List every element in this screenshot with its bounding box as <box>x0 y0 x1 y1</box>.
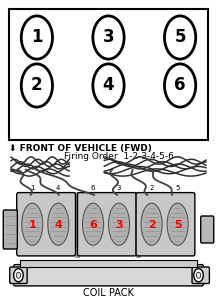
Bar <box>20 260 197 267</box>
Text: 1: 1 <box>31 28 43 46</box>
Circle shape <box>21 64 53 107</box>
FancyBboxPatch shape <box>13 265 204 286</box>
Ellipse shape <box>82 203 104 245</box>
Ellipse shape <box>108 203 130 245</box>
FancyBboxPatch shape <box>17 193 76 256</box>
Text: 6: 6 <box>174 76 186 94</box>
Ellipse shape <box>141 203 162 245</box>
Text: 6: 6 <box>89 220 97 230</box>
Circle shape <box>194 269 203 282</box>
Circle shape <box>164 64 196 107</box>
Circle shape <box>93 64 124 107</box>
Text: 2: 2 <box>148 220 156 230</box>
FancyBboxPatch shape <box>10 267 27 284</box>
Bar <box>9 9 208 140</box>
Circle shape <box>196 272 201 278</box>
Text: ⬇ FRONT OF VEHICLE (FWD): ⬇ FRONT OF VEHICLE (FWD) <box>9 144 151 153</box>
Text: 2: 2 <box>150 185 154 191</box>
Circle shape <box>14 269 23 282</box>
Text: 5: 5 <box>174 28 186 46</box>
Text: 5: 5 <box>174 220 181 230</box>
Text: 4: 4 <box>103 76 114 94</box>
Circle shape <box>93 16 124 59</box>
Circle shape <box>164 16 196 59</box>
FancyBboxPatch shape <box>136 193 195 256</box>
Text: 4: 4 <box>54 220 62 230</box>
FancyBboxPatch shape <box>3 210 17 249</box>
Text: 3: 3 <box>115 220 123 230</box>
Text: 3: 3 <box>117 185 121 191</box>
Text: Firing Order  1-2-3-4-5-6: Firing Order 1-2-3-4-5-6 <box>64 152 174 161</box>
Text: 3: 3 <box>103 28 114 46</box>
Text: 2: 2 <box>31 76 43 94</box>
Bar <box>75 192 79 256</box>
Text: COIL PACK: COIL PACK <box>83 287 134 298</box>
Text: 5: 5 <box>176 185 180 191</box>
Text: 6: 6 <box>91 185 95 191</box>
Text: 1: 1 <box>28 220 36 230</box>
Ellipse shape <box>48 203 69 245</box>
FancyBboxPatch shape <box>192 267 209 284</box>
Text: 4: 4 <box>56 185 61 191</box>
FancyBboxPatch shape <box>201 216 214 243</box>
Ellipse shape <box>167 203 188 245</box>
Text: 1: 1 <box>30 185 35 191</box>
Bar <box>136 192 140 256</box>
Circle shape <box>16 272 21 278</box>
Ellipse shape <box>22 203 43 245</box>
FancyBboxPatch shape <box>77 193 136 256</box>
Circle shape <box>21 16 53 59</box>
